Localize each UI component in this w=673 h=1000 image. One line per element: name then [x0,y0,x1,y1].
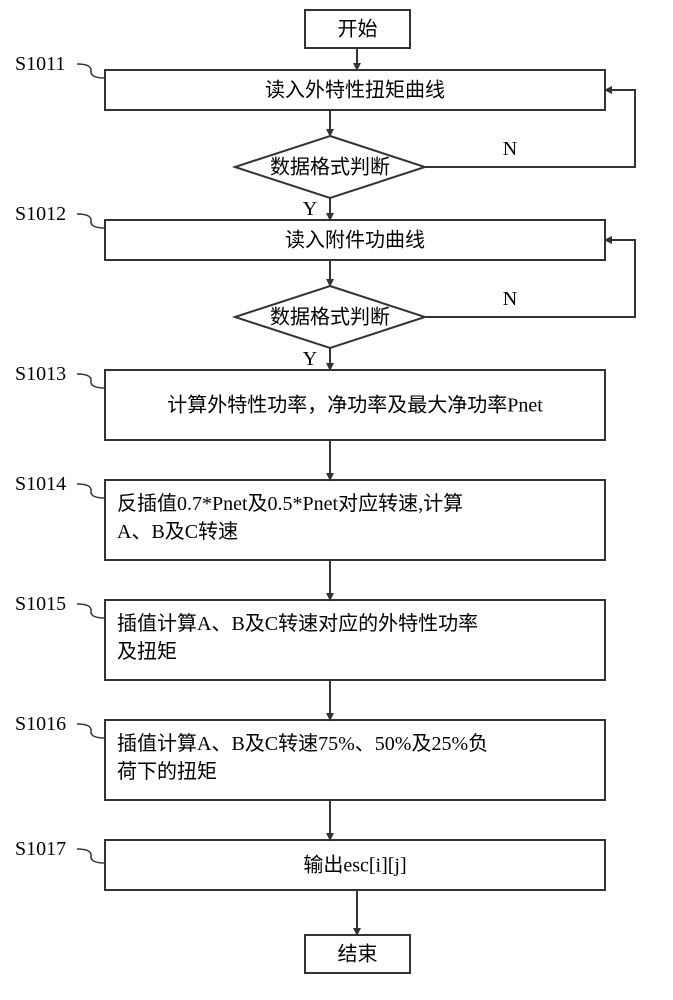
node-s1011-text: 读入外特性扭矩曲线 [265,79,445,102]
leader-S1017 [77,849,105,863]
node-s1012-text: 读入附件功曲线 [285,229,425,252]
node-s1016 [105,720,605,800]
node-end-text: 结束 [338,943,378,966]
step-label-S1016: S1016 [15,713,66,735]
node-s1014 [105,480,605,560]
leader-S1013 [77,374,105,388]
step-label-S1017: S1017 [15,838,66,860]
node-start-text: 开始 [338,18,378,41]
leader-S1012 [77,214,105,228]
node-s1014-text-1: A、B及C转速 [117,520,238,543]
node-s1016-text-1: 荷下的扭矩 [117,760,217,783]
leader-S1015 [77,604,105,618]
leader-S1011 [77,64,105,78]
edge-label-2: Y [303,198,317,220]
node-d1-text: 数据格式判断 [270,156,390,179]
node-d2-text: 数据格式判断 [270,306,390,329]
step-label-S1011: S1011 [15,53,65,75]
edge-label-11: N [503,288,517,310]
leader-S1014 [77,484,105,498]
step-label-S1015: S1015 [15,593,66,615]
step-label-S1014: S1014 [15,473,66,495]
node-s1013-text: 计算外特性功率，净功率及最大净功率Pnet [167,394,543,417]
node-s1015-text-1: 及扭矩 [117,640,177,663]
node-s1017-text: 输出esc[i][j] [303,854,406,877]
edge-label-4: Y [303,348,317,370]
node-s1015 [105,600,605,680]
node-s1015-text-0: 插值计算A、B及C转速对应的外特性功率 [117,612,478,635]
step-label-S1013: S1013 [15,363,66,385]
step-label-S1012: S1012 [15,203,66,225]
node-s1016-text-0: 插值计算A、B及C转速75%、50%及25%负 [117,732,488,755]
node-s1014-text-0: 反插值0.7*Pnet及0.5*Pnet对应转速,计算 [117,492,463,515]
edge-label-10: N [503,138,517,160]
leader-S1016 [77,724,105,738]
